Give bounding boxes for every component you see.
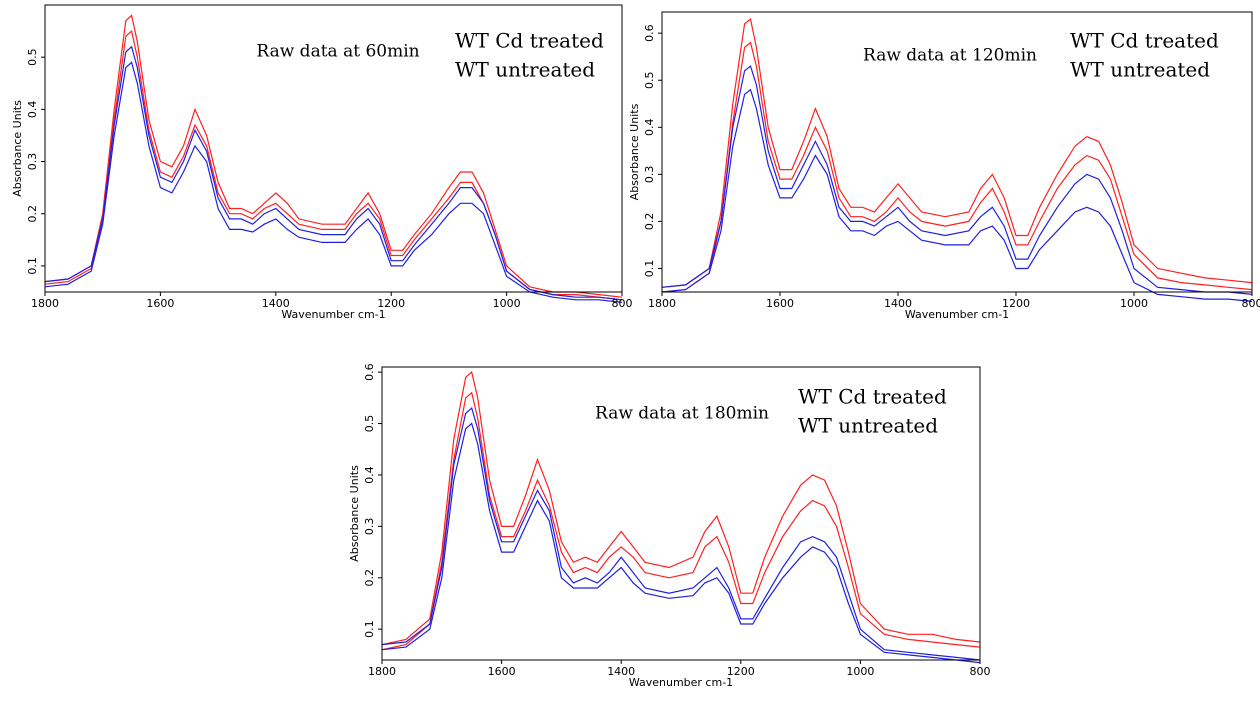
y-tick-label: 0.5	[643, 71, 656, 89]
x-tick-label: 1000	[846, 665, 874, 678]
spectrum-line	[661, 88, 1253, 302]
plot-frame	[661, 11, 1253, 293]
legend-label: WT untreated	[798, 414, 938, 438]
x-tick-label: 1600	[488, 665, 516, 678]
legend-label: WT untreated	[455, 58, 595, 82]
x-axis-label: Wavenumber cm-1	[629, 676, 733, 689]
x-tick-label: 1800	[648, 297, 676, 310]
x-tick-label: 800	[970, 665, 991, 678]
x-tick-label: 1600	[766, 297, 794, 310]
spectrum-line	[44, 14, 623, 298]
x-tick-label: 1000	[493, 297, 521, 310]
x-tick-label: 1800	[368, 665, 396, 678]
y-axis-label: Absorbance Units	[628, 103, 641, 200]
x-axis-label: Wavenumber cm-1	[281, 308, 385, 321]
y-tick-label: 0.1	[363, 620, 376, 638]
plot-frame	[381, 366, 981, 661]
x-tick-label: 800	[612, 297, 633, 310]
y-tick-label: 0.2	[643, 213, 656, 231]
x-tick-label: 1800	[31, 297, 59, 310]
spectrum-line	[381, 422, 981, 664]
y-tick-label: 0.6	[643, 24, 656, 42]
spectrum-line	[381, 391, 981, 651]
x-tick-label: 1200	[377, 297, 405, 310]
y-tick-label: 0.1	[26, 257, 39, 275]
x-tick-label: 1200	[727, 665, 755, 678]
y-tick-label: 0.4	[363, 466, 376, 484]
y-tick-label: 0.5	[363, 415, 376, 433]
spectrum-line	[381, 370, 981, 646]
spectrum-line	[661, 65, 1253, 295]
x-tick-label: 800	[1242, 297, 1260, 310]
y-tick-label: 0.2	[26, 205, 39, 223]
spectrum-line	[44, 61, 623, 303]
y-tick-label: 0.4	[26, 101, 39, 119]
x-tick-label: 1400	[262, 297, 290, 310]
y-tick-label: 0.3	[26, 153, 39, 171]
plot-frame	[44, 4, 623, 293]
y-tick-label: 0.5	[26, 48, 39, 66]
y-axis-label: Absorbance Units	[348, 465, 361, 562]
y-tick-label: 0.3	[643, 166, 656, 184]
annotation: Raw data at 60min	[256, 42, 419, 62]
y-tick-label: 0.1	[643, 260, 656, 278]
y-tick-label: 0.2	[363, 569, 376, 587]
legend-label: WT untreated	[1070, 58, 1210, 82]
spectrum-line	[381, 407, 981, 661]
annotation: Raw data at 120min	[863, 46, 1037, 66]
legend-label: WT Cd treated	[455, 29, 604, 53]
x-tick-label: 1400	[884, 297, 912, 310]
annotation: Raw data at 180min	[595, 404, 769, 424]
spectrum-line	[661, 41, 1253, 293]
y-tick-label: 0.3	[363, 518, 376, 536]
spectrum-line	[661, 18, 1253, 288]
x-tick-label: 1400	[607, 665, 635, 678]
y-tick-label: 0.4	[643, 119, 656, 137]
x-tick-label: 1600	[146, 297, 174, 310]
y-tick-label: 0.6	[363, 363, 376, 381]
spectrum-line	[44, 45, 623, 301]
legend-label: WT Cd treated	[1070, 29, 1219, 53]
x-axis-label: Wavenumber cm-1	[905, 308, 1009, 321]
x-tick-label: 1000	[1120, 297, 1148, 310]
legend-label: WT Cd treated	[798, 385, 947, 409]
x-tick-label: 1200	[1002, 297, 1030, 310]
y-axis-label: Absorbance Units	[11, 100, 24, 197]
